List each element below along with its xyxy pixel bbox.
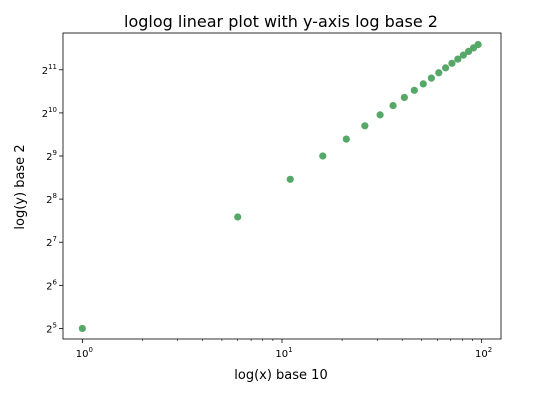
x-axis-ticks: 100 101 102 [76,339,492,360]
x-axis-label: log(x) base 10 [234,368,327,383]
data-point [459,51,467,59]
y-tick-label: 29 [46,149,57,163]
data-point [234,213,242,221]
y-tick-label: 211 [42,63,57,77]
data-point [319,152,327,160]
x-tick-label: 100 [76,346,93,360]
data-point [361,122,369,130]
data-point [342,135,350,143]
chart-title: loglog linear plot with y-axis log base … [124,12,438,31]
data-point [410,86,418,94]
data-point [376,111,384,119]
data-point [474,40,482,49]
data-point [454,55,462,63]
data-point [435,69,443,77]
data-point [427,74,435,82]
data-point [448,59,456,67]
y-tick-label: 28 [46,192,57,206]
y-tick-label: 26 [46,278,57,292]
y-tick-label: 210 [42,106,57,120]
y-axis-ticks: 25 26 27 28 29 210 211 [42,63,63,335]
x-tick-label: 101 [275,346,292,360]
data-point [400,93,408,102]
y-tick-label: 27 [46,235,57,249]
data-point [78,324,86,333]
y-axis-label: log(y) base 2 [13,144,28,229]
data-point [389,101,397,110]
y-tick-label: 25 [46,321,57,335]
data-points [78,40,482,333]
plot-area-frame [62,32,502,340]
data-point [419,80,427,88]
data-point [442,64,450,72]
data-point [286,175,294,183]
x-tick-label: 102 [475,346,492,360]
